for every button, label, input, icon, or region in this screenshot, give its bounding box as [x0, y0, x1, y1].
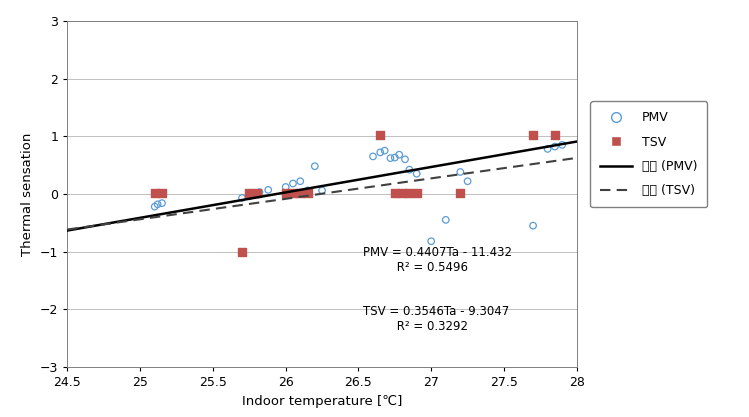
Point [236, 195, 248, 201]
Point [404, 166, 416, 173]
Point [410, 171, 422, 177]
Point [294, 178, 306, 185]
Point [389, 154, 401, 161]
Legend: PMV, TSV, 선형 (PMV), 선형 (TSV): PMV, TSV, 선형 (PMV), 선형 (TSV) [590, 101, 707, 207]
Point [410, 189, 422, 196]
Point [440, 216, 452, 223]
Point [253, 189, 265, 196]
Point [527, 132, 539, 138]
Point [279, 189, 291, 196]
Text: PMV = 0.4407Ta - 11.432
         R² = 0.5496: PMV = 0.4407Ta - 11.432 R² = 0.5496 [363, 246, 512, 274]
Point [294, 189, 306, 196]
Point [149, 189, 161, 196]
Point [279, 183, 291, 190]
Point [374, 149, 386, 156]
Point [379, 147, 391, 154]
Point [399, 156, 411, 163]
Point [156, 189, 168, 196]
Point [243, 193, 255, 200]
Point [251, 189, 263, 196]
Point [302, 189, 314, 196]
Point [236, 248, 248, 255]
Point [262, 186, 274, 193]
X-axis label: Indoor temperature [℃]: Indoor temperature [℃] [242, 394, 402, 407]
Point [542, 146, 554, 152]
Point [461, 178, 473, 185]
Point [316, 187, 328, 194]
Point [393, 151, 405, 158]
Point [248, 191, 260, 197]
Point [309, 163, 321, 170]
Point [243, 189, 255, 196]
Point [287, 180, 299, 187]
Point [149, 203, 161, 210]
Y-axis label: Thermal sensation: Thermal sensation [22, 132, 34, 256]
Point [389, 189, 401, 196]
Point [527, 222, 539, 229]
Point [404, 189, 416, 196]
Point [425, 238, 437, 244]
Point [455, 189, 467, 196]
Point [374, 132, 386, 138]
Point [384, 155, 396, 161]
Point [549, 132, 561, 138]
Point [302, 187, 314, 194]
Point [396, 189, 408, 196]
Point [287, 189, 299, 196]
Point [557, 141, 568, 148]
Point [549, 143, 561, 150]
Point [151, 201, 163, 208]
Point [367, 153, 379, 160]
Text: TSV = 0.3546Ta - 9.3047
         R² = 0.3292: TSV = 0.3546Ta - 9.3047 R² = 0.3292 [363, 305, 509, 333]
Point [156, 200, 168, 206]
Point [455, 168, 467, 175]
